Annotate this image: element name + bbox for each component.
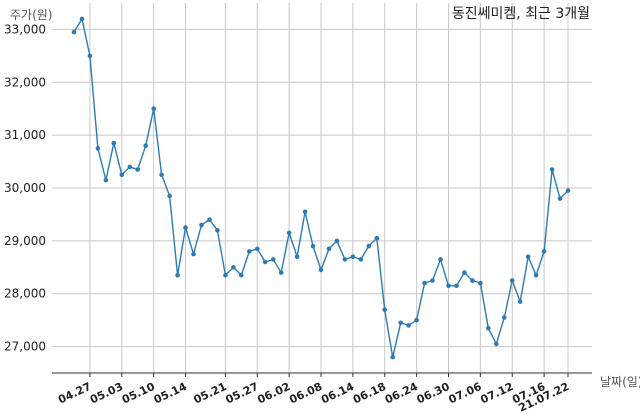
data-point [79, 16, 85, 22]
data-point [278, 270, 284, 275]
data-point [509, 278, 515, 283]
data-point [247, 249, 252, 254]
y-axis-tick-labels: 27,000 28,000 29,000 30,000 31,000 32,000 33,0… [4, 22, 46, 353]
data-point [438, 257, 443, 262]
x-tick-label: 05.27 [223, 380, 260, 406]
x-tick-label: 07.06 [447, 380, 484, 407]
x-tick-label: 06.08 [287, 380, 324, 406]
data-point [199, 222, 204, 228]
data-point [294, 254, 300, 259]
data-point [454, 283, 459, 289]
data-point [494, 341, 499, 347]
data-point [270, 257, 276, 262]
y-tick-label: 29,000 [4, 234, 46, 248]
x-tick-label: 06.02 [255, 380, 292, 406]
data-point [422, 280, 427, 286]
data-point [175, 272, 180, 278]
x-tick-label: 04.27 [56, 380, 93, 406]
data-point [565, 188, 571, 193]
x-tick-label: 05.14 [152, 380, 189, 407]
data-point [557, 196, 563, 201]
data-point [207, 217, 212, 222]
data-point [462, 270, 467, 275]
data-point [358, 257, 364, 262]
data-point [95, 146, 101, 151]
data-point [486, 325, 491, 331]
y-tick-label: 27,000 [4, 340, 46, 354]
data-point [366, 243, 372, 249]
data-point [390, 354, 396, 360]
y-tick-label: 31,000 [4, 128, 46, 142]
data-point [215, 228, 220, 233]
data-point [549, 167, 555, 172]
y-tick-label: 28,000 [4, 287, 46, 301]
x-tick-label: 05.10 [120, 380, 157, 407]
data-point [342, 257, 348, 262]
data-point [135, 167, 140, 172]
data-point [167, 193, 172, 199]
x-tick-label: 06.18 [351, 380, 388, 406]
data-point [302, 209, 308, 215]
data-point [478, 280, 483, 286]
data-point [254, 246, 260, 252]
data-point [533, 272, 539, 278]
data-point [334, 238, 340, 244]
data-point [239, 272, 244, 278]
data-point [159, 172, 164, 178]
data-point [525, 254, 531, 259]
data-point [111, 140, 117, 146]
data-point [541, 249, 547, 254]
data-point [143, 143, 148, 148]
data-point [231, 265, 236, 270]
y-axis-label: 주가(원) [10, 8, 52, 22]
chart-title: 동진쎄미켐, 최근 3개월 [452, 6, 590, 22]
data-point [326, 246, 332, 252]
data-point [310, 243, 316, 249]
price-series [71, 16, 571, 360]
x-tick-label: 06.14 [319, 380, 356, 407]
x-tick-label: 06.24 [383, 380, 420, 407]
data-point [406, 323, 411, 328]
data-point [398, 320, 404, 326]
data-point [517, 299, 523, 304]
data-point [470, 278, 475, 283]
data-point [87, 53, 93, 59]
x-tick-label: 05.21 [192, 380, 229, 406]
data-point [71, 29, 77, 35]
data-point [262, 259, 268, 265]
data-point [191, 251, 196, 257]
y-tick-label: 33,000 [4, 22, 46, 36]
data-point [119, 172, 125, 178]
x-axis-label: 날짜(일) [600, 375, 640, 389]
y-tick-label: 30,000 [4, 181, 46, 195]
data-point [374, 235, 380, 241]
grid-lines [52, 3, 592, 377]
data-point [350, 254, 356, 259]
data-point [502, 315, 507, 320]
x-tick-label: 05.03 [88, 380, 125, 406]
x-tick-label: 07.12 [478, 380, 515, 406]
y-tick-label: 32,000 [4, 75, 46, 89]
data-point [414, 317, 419, 323]
data-point [127, 164, 133, 170]
data-point [382, 307, 388, 312]
data-point [446, 283, 451, 289]
x-tick-label: 06.30 [415, 380, 452, 407]
data-point [103, 177, 109, 183]
data-point [151, 106, 156, 111]
data-point [286, 230, 292, 236]
data-point [223, 272, 228, 278]
data-point [318, 267, 324, 273]
data-point [183, 225, 188, 230]
data-point [430, 278, 435, 283]
